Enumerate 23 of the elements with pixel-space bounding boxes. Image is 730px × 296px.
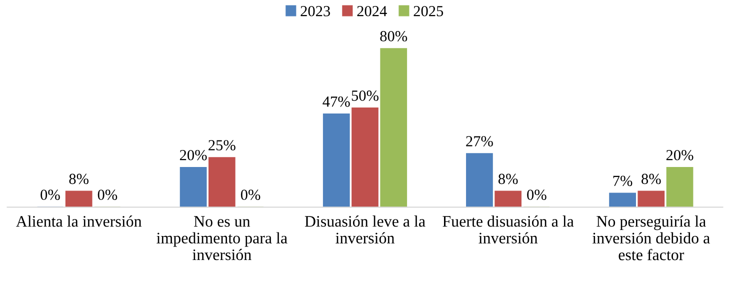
data-label: 50% (352, 90, 378, 101)
data-label: 8% (69, 174, 88, 184)
data-label: 7% (613, 176, 632, 186)
data-label: 0% (240, 190, 260, 200)
data-label: 80% (380, 31, 408, 42)
x-tick-label: Alienta la inversión (16, 216, 142, 227)
x-tick-label: No es un impedimento para la inversión (156, 216, 288, 260)
data-label: 20% (666, 150, 694, 160)
x-tick-label: Disuasión leve a la inversión (304, 216, 426, 244)
x-tick-label: Fuerte disuasión a la inversión (442, 216, 574, 244)
legend-label: 2025 (414, 6, 444, 16)
data-label: 47% (322, 96, 350, 107)
data-label: 27% (466, 136, 493, 146)
data-label: 8% (642, 174, 661, 184)
x-tick-label: No perseguiría la inversión debido a este factor (592, 216, 710, 260)
legend-label: 2023 (300, 6, 330, 16)
data-label: 0% (527, 190, 546, 200)
data-label: 8% (498, 174, 518, 184)
data-label: 20% (180, 150, 207, 160)
data-label: 0% (98, 190, 118, 200)
legend-label: 2024 (357, 6, 387, 16)
data-label: 0% (40, 190, 60, 200)
data-label: 25% (208, 140, 236, 150)
